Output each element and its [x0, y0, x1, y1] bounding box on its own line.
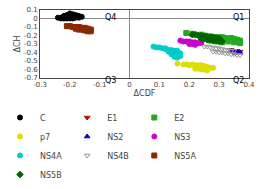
svg-text:Q4: Q4: [105, 13, 116, 22]
svg-text:ΔCH: ΔCH: [13, 35, 22, 52]
svg-text:NS5B: NS5B: [40, 171, 62, 180]
svg-text:-0.2: -0.2: [24, 32, 38, 40]
svg-text:0.1: 0.1: [154, 81, 165, 89]
svg-text:-0.4: -0.4: [24, 49, 38, 57]
svg-text:-0.2: -0.2: [63, 81, 77, 89]
svg-text:NS5A: NS5A: [174, 152, 196, 161]
svg-text:0.3: 0.3: [214, 81, 225, 89]
svg-text:NS4B: NS4B: [107, 152, 129, 161]
svg-text:NS3: NS3: [174, 133, 190, 142]
svg-text:Q3: Q3: [105, 76, 116, 85]
svg-text:p7: p7: [40, 133, 50, 142]
svg-text:0.2: 0.2: [184, 81, 195, 89]
svg-text:0.4: 0.4: [243, 81, 255, 89]
svg-text:-0.7: -0.7: [24, 74, 38, 82]
svg-text:0: 0: [127, 81, 131, 89]
svg-text:Q1: Q1: [233, 13, 244, 22]
svg-text:-0.5: -0.5: [24, 57, 38, 65]
svg-text:0: 0: [33, 15, 37, 23]
svg-text:ΔCDF: ΔCDF: [134, 89, 156, 98]
svg-text:-0.3: -0.3: [33, 81, 47, 89]
svg-text:-0.6: -0.6: [24, 66, 38, 74]
svg-text:NS2: NS2: [107, 133, 123, 142]
svg-text:-0.1: -0.1: [93, 81, 107, 89]
svg-text:-0.3: -0.3: [24, 40, 38, 48]
svg-text:Q2: Q2: [233, 76, 244, 85]
svg-text:E2: E2: [174, 114, 184, 123]
svg-text:-0.1: -0.1: [24, 23, 38, 31]
svg-text:0.1: 0.1: [26, 6, 37, 14]
svg-text:NS4A: NS4A: [40, 152, 62, 161]
svg-text:C: C: [40, 114, 46, 123]
svg-text:E1: E1: [107, 114, 117, 123]
